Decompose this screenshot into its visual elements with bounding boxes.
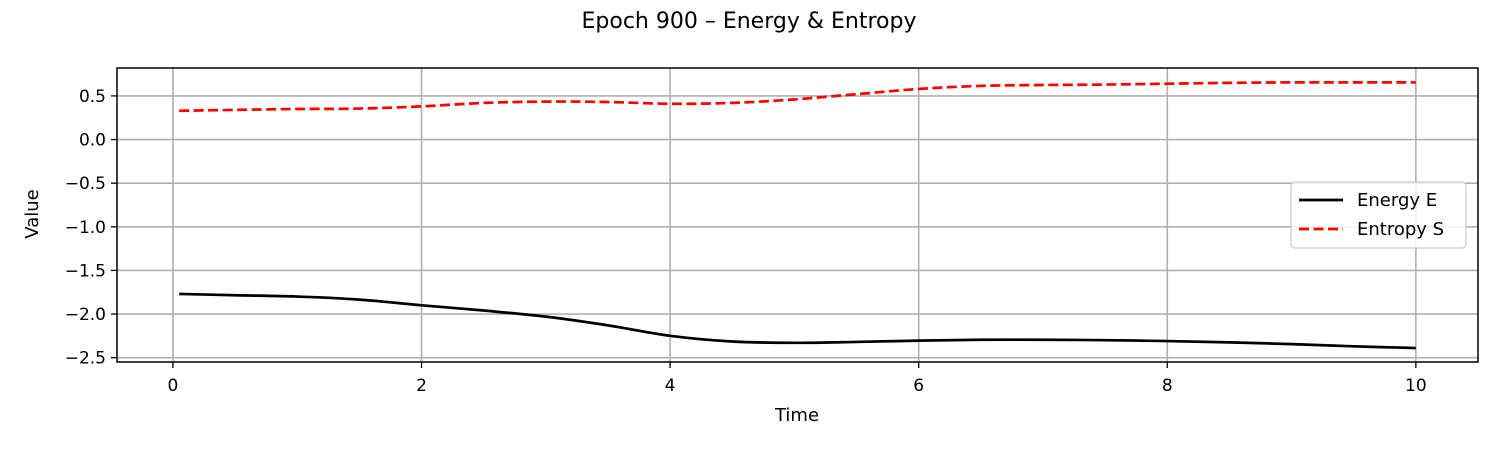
y-tick-label: 0.0 <box>79 131 106 151</box>
y-tick-label: −0.5 <box>65 174 106 194</box>
x-tick-label: 6 <box>913 376 924 396</box>
x-tick-label: 2 <box>416 376 427 396</box>
legend: Energy E Entropy S <box>1290 181 1467 249</box>
x-tick-label: 10 <box>1405 376 1427 396</box>
y-tick-label: −1.5 <box>65 261 106 281</box>
x-axis-label: Time <box>774 405 819 426</box>
plot-frame <box>116 67 1479 363</box>
y-tick-label: 0.5 <box>79 87 106 107</box>
x-tick-label: 8 <box>1162 376 1173 396</box>
series-line-entropy <box>179 81 1416 113</box>
legend-box <box>1290 181 1467 249</box>
y-tick-label: −2.0 <box>65 305 106 325</box>
x-tick-label: 0 <box>168 376 179 396</box>
axis-ticks: 0 2 4 6 8 10 0.5 0.0 −0.5 −1.0 −1.5 −2.0 −2.5 <box>65 87 1427 396</box>
legend-label-energy: Energy E <box>1357 190 1437 211</box>
grid <box>117 68 1478 362</box>
series-line-energy <box>179 292 1416 350</box>
legend-label-entropy: Entropy S <box>1357 219 1444 240</box>
x-tick-label: 4 <box>665 376 676 396</box>
y-tick-label: −1.0 <box>65 218 106 238</box>
series-lines <box>179 81 1416 350</box>
chart-title: Epoch 900 – Energy & Entropy <box>582 9 917 34</box>
y-axis-label: Value <box>22 189 43 238</box>
y-tick-label: −2.5 <box>65 349 106 369</box>
